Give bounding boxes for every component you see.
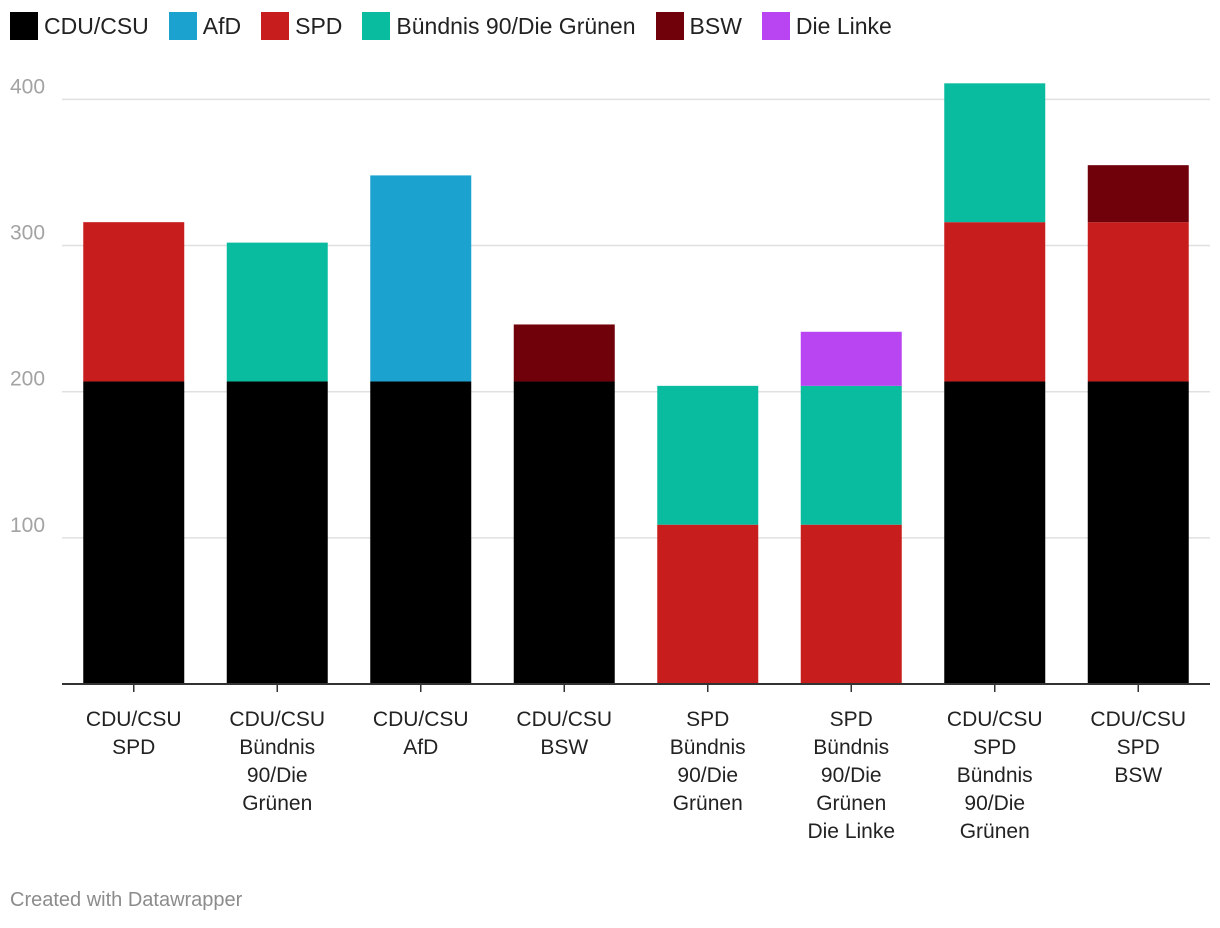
legend-swatch: [261, 12, 290, 40]
legend-swatch: [362, 12, 391, 40]
legend-label: Die Linke: [795, 12, 892, 39]
x-tick-label-line: Bündnis: [670, 736, 746, 759]
legend: CDU/CSU AfD SPD Bündnis 90/Die Grünen BSW Die…: [10, 12, 912, 40]
x-tick-label-line: CDU/CSU: [229, 708, 325, 731]
x-tick-label-line: Bündnis: [813, 736, 889, 759]
y-tick-label: 400: [10, 75, 45, 98]
x-tick-label-line: 90/Die: [677, 764, 738, 787]
legend-swatch: [168, 12, 197, 40]
y-tick-label: 300: [10, 222, 45, 245]
bar-segment: [1087, 165, 1189, 223]
y-tick-label: 200: [10, 368, 45, 391]
legend-item: Bündnis 90/Die Grünen: [362, 12, 636, 40]
x-tick-label-line: Grünen: [673, 792, 743, 815]
bar-segment: [226, 381, 328, 684]
x-tick-label-line: BSW: [1114, 764, 1162, 787]
legend-item: Die Linke: [761, 12, 892, 40]
legend-label: CDU/CSU: [44, 12, 149, 39]
legend-item: CDU/CSU: [10, 12, 149, 40]
x-tick-label: CDU/CSU SPD Bündnis 90/Die Grünen: [947, 708, 1043, 843]
x-tick-label-line: 90/Die: [821, 764, 882, 787]
bar-segment: [944, 222, 1046, 382]
bar-segment: [800, 385, 902, 525]
bar-segment: [800, 524, 902, 684]
bar-segment: [513, 381, 615, 684]
bar-segment: [370, 175, 472, 382]
legend-item: AfD: [168, 12, 242, 40]
bar-segment: [657, 524, 759, 684]
x-tick-label: CDU/CSU SPD: [86, 708, 182, 759]
legend-label: Bündnis 90/Die Grünen: [396, 12, 636, 39]
x-tick-label-line: CDU/CSU: [86, 708, 182, 731]
x-tick-label-line: 90/Die: [964, 792, 1025, 815]
legend-item: BSW: [655, 12, 742, 40]
bar-segment: [83, 222, 185, 382]
x-tick-label-line: SPD: [686, 708, 729, 731]
legend-label: AfD: [202, 12, 242, 39]
x-tick-label: CDU/CSU AfD: [373, 708, 469, 759]
bar-segment: [1087, 222, 1189, 382]
x-tick-label: SPD Bündnis 90/Die Grünen Die Linke: [807, 708, 895, 843]
x-tick-label-line: CDU/CSU: [516, 708, 612, 731]
legend-swatch: [655, 12, 684, 40]
credit-footer: Created with Datawrapper: [10, 889, 243, 911]
bar-segment: [1087, 381, 1189, 684]
x-tick-label-line: CDU/CSU: [373, 708, 469, 731]
x-tick-label-line: Bündnis: [239, 736, 315, 759]
legend-label: SPD: [295, 12, 343, 39]
legend-swatch: [10, 12, 38, 40]
x-tick-label-line: Grünen: [960, 820, 1030, 843]
x-tick-label-line: 90/Die: [247, 764, 308, 787]
legend-label: BSW: [689, 12, 742, 39]
x-tick-label-line: Grünen: [816, 792, 886, 815]
x-tick-label-line: SPD: [1117, 736, 1160, 759]
bar-segment: [800, 331, 902, 386]
x-tick-label-line: SPD: [830, 708, 873, 731]
x-tick-label: SPD Bündnis 90/Die Grünen: [670, 708, 746, 815]
bar-segment: [83, 381, 185, 684]
bar-segment: [226, 242, 328, 382]
x-tick-label-line: AfD: [403, 736, 438, 759]
bar-segment: [370, 381, 472, 684]
x-tick-label-line: CDU/CSU: [1090, 708, 1186, 731]
legend-swatch: [761, 12, 790, 40]
x-tick-label-line: CDU/CSU: [947, 708, 1043, 731]
x-tick-label: CDU/CSU BSW: [516, 708, 612, 759]
x-tick-label: CDU/CSU SPD BSW: [1090, 708, 1186, 787]
bar-segment: [944, 381, 1046, 684]
x-tick-label-line: BSW: [540, 736, 588, 759]
x-tick-label-line: Die Linke: [807, 820, 895, 843]
y-tick-label: 100: [10, 514, 45, 537]
bar-segment: [944, 83, 1046, 223]
bar-segment: [657, 385, 759, 525]
bar-segment: [513, 324, 615, 382]
x-tick-label-line: SPD: [112, 736, 155, 759]
x-tick-label-line: Bündnis: [957, 764, 1033, 787]
legend-item: SPD: [261, 12, 342, 40]
x-tick-label: CDU/CSU Bündnis 90/Die Grünen: [229, 708, 325, 815]
x-tick-label-line: SPD: [973, 736, 1016, 759]
x-tick-label-line: Grünen: [242, 792, 312, 815]
